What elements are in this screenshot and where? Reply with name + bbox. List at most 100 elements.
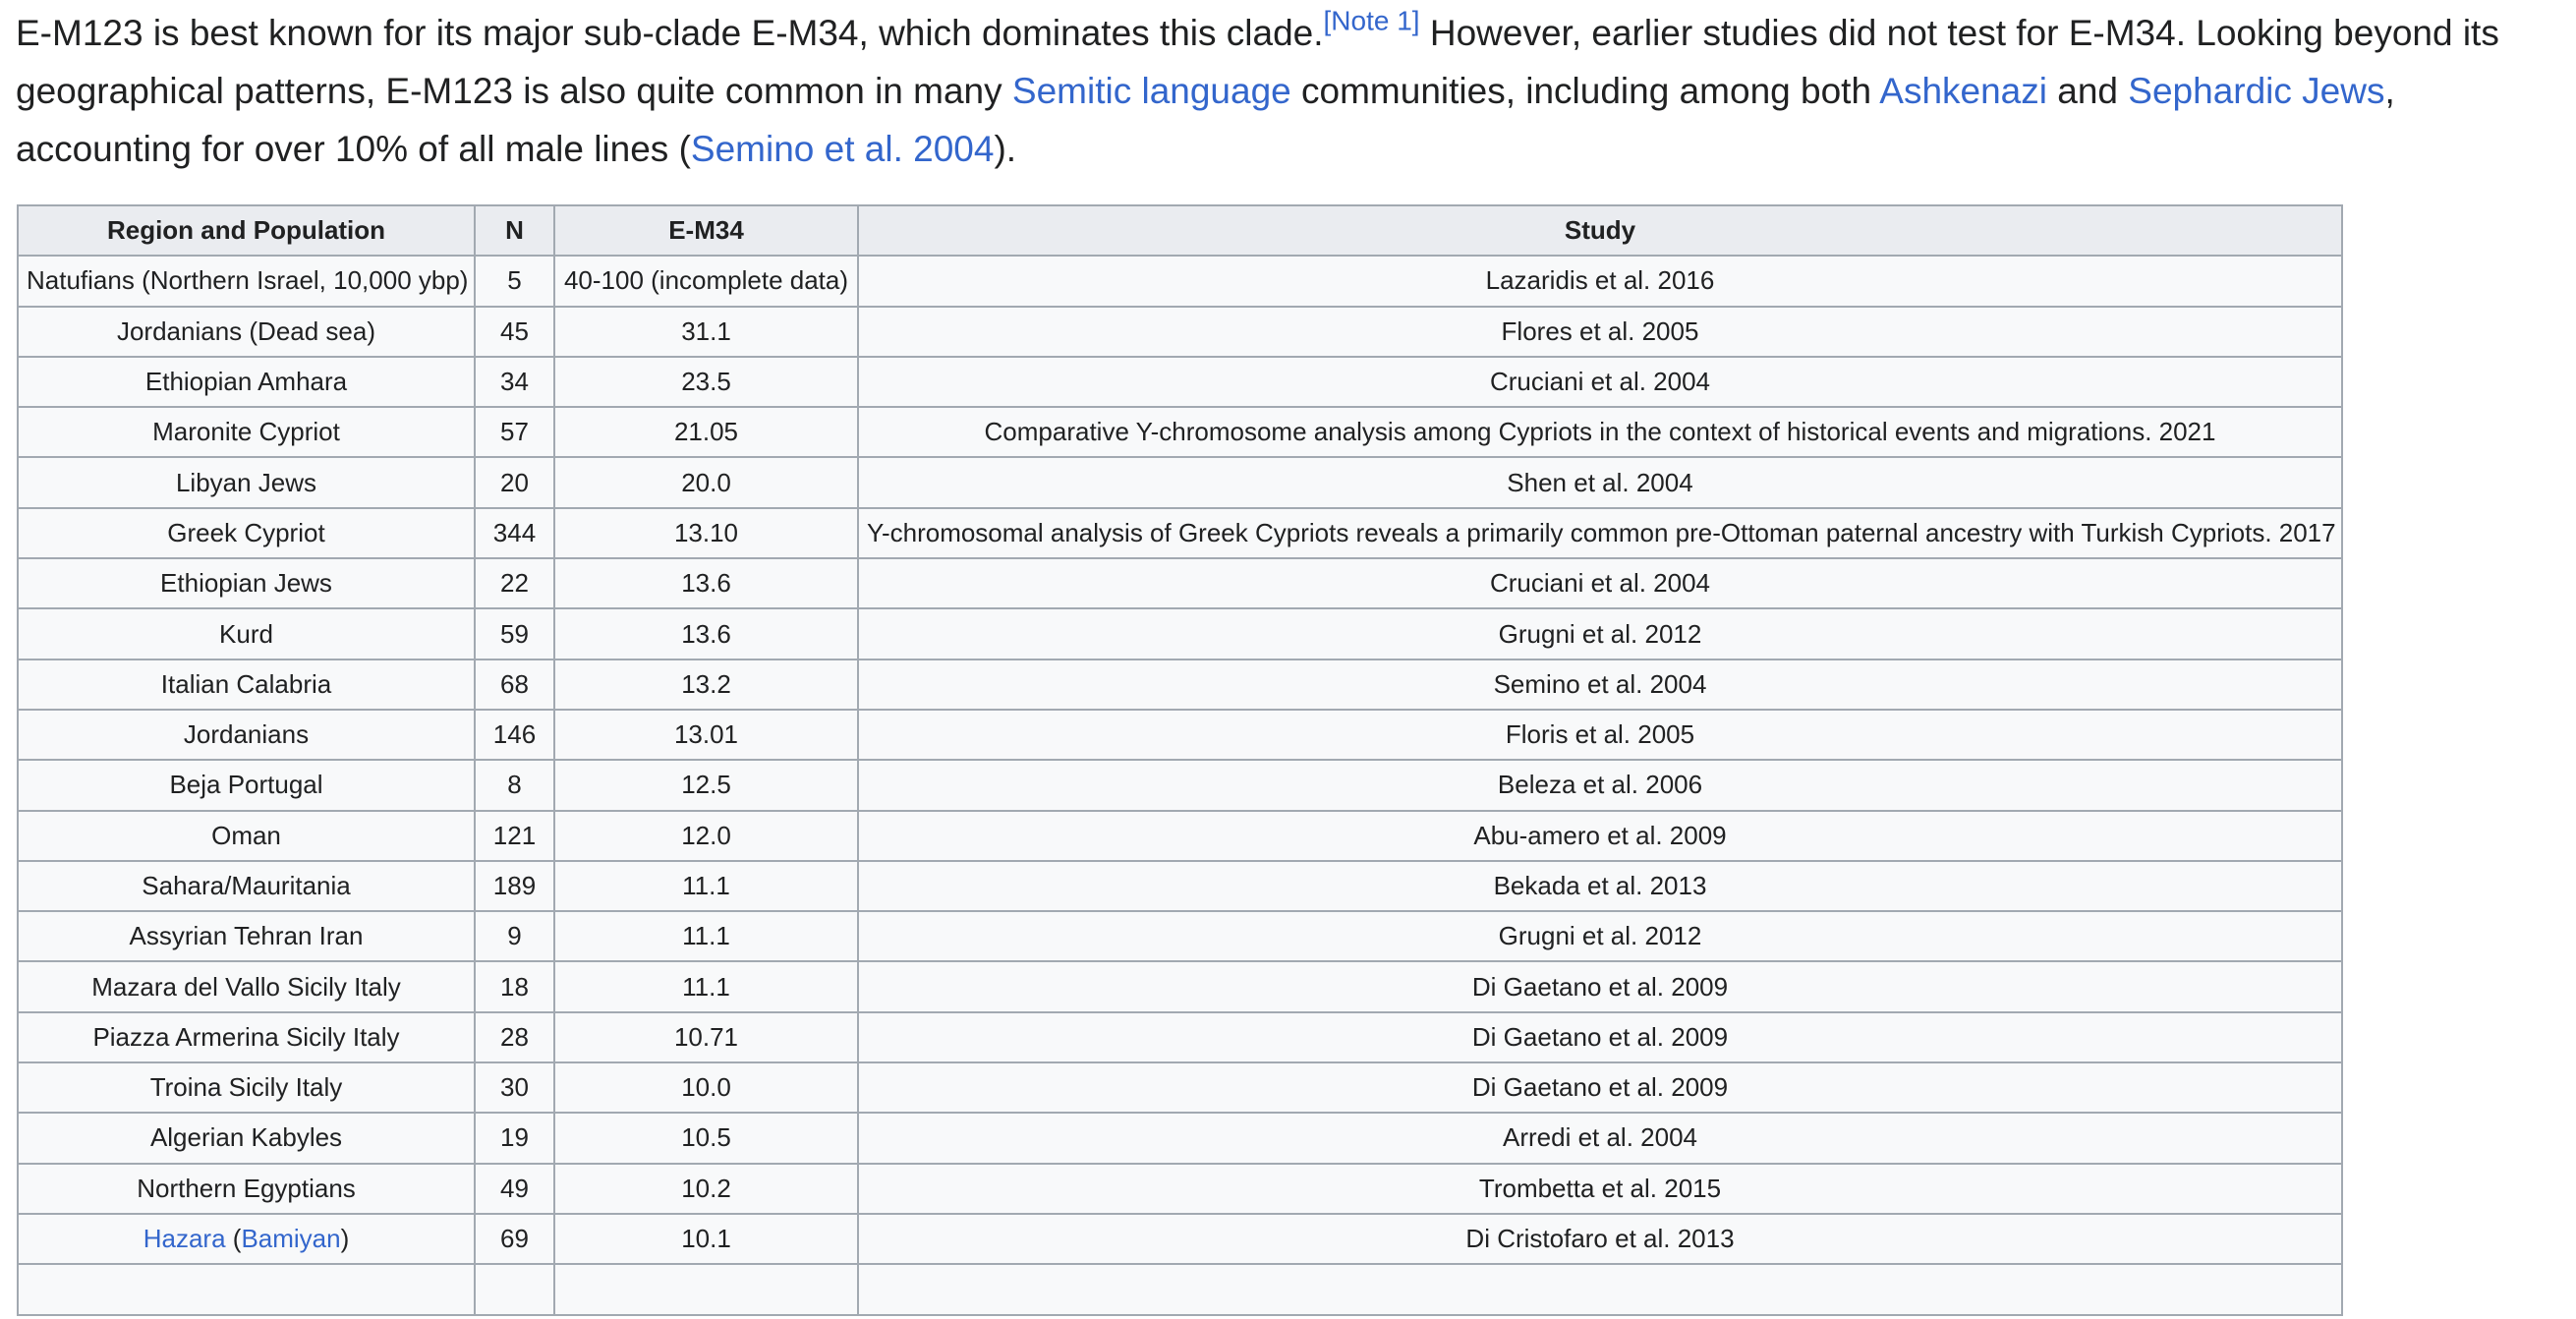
table-row: Sahara/Mauritania 189 11.1 Bekada et al. 20… bbox=[17, 859, 2343, 913]
cell-em34: 10.71 bbox=[553, 1010, 859, 1064]
cell-n: 8 bbox=[474, 759, 555, 812]
cell-study: Beleza et al. 2006 bbox=[857, 759, 2343, 812]
cell-n: 18 bbox=[474, 960, 555, 1013]
sephardic-jews-link[interactable]: Sephardic Jews bbox=[2128, 71, 2385, 111]
cell-em34: 11.1 bbox=[553, 859, 859, 913]
table-row: Kurd 59 13.6 Grugni et al. 2012 bbox=[17, 607, 2343, 660]
cell-study: Arredi et al. 2004 bbox=[857, 1112, 2343, 1165]
cell-em34: 12.0 bbox=[553, 809, 859, 862]
semitic-language-link[interactable]: Semitic language bbox=[1011, 71, 1291, 111]
table-header: Region and Population N E-M34 Study bbox=[17, 203, 2343, 258]
table-row: Mazara del Vallo Sicily Italy 18 11.1 Di Ga… bbox=[17, 960, 2343, 1013]
cell-region: Italian Calabria bbox=[17, 658, 476, 711]
cell-n: 45 bbox=[474, 305, 555, 358]
table-row: Ethiopian Amhara 34 23.5 Cruciani et al. 20… bbox=[17, 355, 2343, 409]
cell-study: Di Gaetano et al. 2009 bbox=[857, 1061, 2343, 1115]
ashkenazi-link[interactable]: Ashkenazi bbox=[1879, 71, 2047, 111]
cell-region: Jordanians (Dead sea) bbox=[17, 305, 476, 358]
cell-study: Grugni et al. 2012 bbox=[857, 607, 2343, 660]
cell-n: 34 bbox=[474, 355, 555, 409]
cell-region: Mazara del Vallo Sicily Italy bbox=[17, 960, 476, 1013]
intro-text-4: and bbox=[2046, 71, 2129, 111]
cell-n: 69 bbox=[474, 1212, 555, 1266]
table-row: Greek Cypriot 344 13.10 Y-chromosomal analy… bbox=[17, 506, 2343, 560]
cell-region bbox=[17, 1263, 476, 1316]
table-row: Libyan Jews 20 20.0 Shen et al. 2004 bbox=[17, 456, 2343, 509]
cell-em34: 13.6 bbox=[553, 607, 859, 660]
cell-study: Abu-amero et al. 2009 bbox=[857, 809, 2343, 862]
cell-study: Floris et al. 2005 bbox=[857, 708, 2343, 762]
cell-study: Di Gaetano et al. 2009 bbox=[857, 960, 2343, 1013]
cell-region: Jordanians bbox=[17, 708, 476, 762]
cell-em34: 13.2 bbox=[553, 658, 859, 711]
cell-em34: 12.5 bbox=[553, 759, 859, 812]
cell-study bbox=[857, 1263, 2343, 1316]
cell-study: Bekada et al. 2013 bbox=[857, 859, 2343, 913]
cell-n: 146 bbox=[474, 708, 555, 762]
note-1-link[interactable]: [Note 1] bbox=[1323, 5, 1420, 36]
table-row: Oman 121 12.0 Abu-amero et al. 2009 bbox=[17, 809, 2343, 862]
cell-n: 22 bbox=[474, 557, 555, 610]
note-1-reference: [Note 1] bbox=[1324, 6, 1420, 36]
cell-region: Assyrian Tehran Iran bbox=[17, 910, 476, 963]
cell-region: Ethiopian Amhara bbox=[17, 355, 476, 409]
cell-em34: 40-100 (incomplete data) bbox=[553, 255, 859, 308]
table-row: Maronite Cypriot 57 21.05 Comparative Y-chr… bbox=[17, 406, 2343, 459]
header-study: Study bbox=[857, 203, 2343, 258]
cell-region: Troina Sicily Italy bbox=[17, 1061, 476, 1115]
cell-em34: 23.5 bbox=[553, 355, 859, 409]
cell-n: 189 bbox=[474, 859, 555, 913]
close-paren: ) bbox=[340, 1224, 350, 1254]
cell-n: 57 bbox=[474, 406, 555, 459]
intro-text-2: However, earlier studies did not test fo… bbox=[16, 13, 2499, 111]
header-n: N bbox=[474, 203, 555, 258]
cell-study: Cruciani et al. 2004 bbox=[857, 355, 2343, 409]
cell-study: Cruciani et al. 2004 bbox=[857, 557, 2343, 610]
table-row: Algerian Kabyles 19 10.5 Arredi et al. 2004 bbox=[17, 1112, 2343, 1165]
e-m34-frequency-table: Region and Population N E-M34 Study Natu… bbox=[17, 203, 2343, 1316]
cell-region: Kurd bbox=[17, 607, 476, 660]
cell-n: 20 bbox=[474, 456, 555, 509]
cell-study: Semino et al. 2004 bbox=[857, 658, 2343, 711]
table-row-hazara: Hazara (Bamiyan) 69 10.1 Di Cristofaro e… bbox=[17, 1212, 2343, 1266]
table-row: Northern Egyptians 49 10.2 Trombetta et al.… bbox=[17, 1162, 2343, 1215]
intro-text-5: , accounting for over 10% of all male li… bbox=[16, 71, 2395, 169]
table-body: Natufians (Northern Israel, 10,000 ybp) 5… bbox=[17, 255, 2343, 1316]
cell-em34: 10.2 bbox=[553, 1162, 859, 1215]
cell-region: Hazara (Bamiyan) bbox=[17, 1212, 476, 1266]
cell-n: 59 bbox=[474, 607, 555, 660]
cell-region: Piazza Armerina Sicily Italy bbox=[17, 1010, 476, 1064]
table-row: Italian Calabria 68 13.2 Semino et al. 2004 bbox=[17, 658, 2343, 711]
table-row-partial bbox=[17, 1263, 2343, 1316]
cell-study: Di Cristofaro et al. 2013 bbox=[857, 1212, 2343, 1266]
cell-n: 344 bbox=[474, 506, 555, 560]
hazara-link[interactable]: Hazara bbox=[143, 1224, 226, 1254]
cell-region: Oman bbox=[17, 809, 476, 862]
cell-em34: 10.0 bbox=[553, 1061, 859, 1115]
cell-study: Di Gaetano et al. 2009 bbox=[857, 1010, 2343, 1064]
table-row: Natufians (Northern Israel, 10,000 ybp) 5… bbox=[17, 255, 2343, 308]
cell-em34: 21.05 bbox=[553, 406, 859, 459]
cell-n: 49 bbox=[474, 1162, 555, 1215]
cell-n: 28 bbox=[474, 1010, 555, 1064]
header-region: Region and Population bbox=[17, 203, 476, 258]
header-row: Region and Population N E-M34 Study bbox=[17, 203, 2343, 258]
table-row: Jordanians (Dead sea) 45 31.1 Flores et al.… bbox=[17, 305, 2343, 358]
cell-region: Northern Egyptians bbox=[17, 1162, 476, 1215]
bamiyan-link[interactable]: Bamiyan bbox=[241, 1224, 341, 1254]
cell-region: Libyan Jews bbox=[17, 456, 476, 509]
open-paren: ( bbox=[225, 1224, 242, 1254]
semino-2004-link[interactable]: Semino et al. 2004 bbox=[690, 129, 995, 169]
table-row: Beja Portugal 8 12.5 Beleza et al. 2006 bbox=[17, 759, 2343, 812]
table-row: Assyrian Tehran Iran 9 11.1 Grugni et al. 2… bbox=[17, 910, 2343, 963]
cell-em34: 13.01 bbox=[553, 708, 859, 762]
cell-region: Beja Portugal bbox=[17, 759, 476, 812]
cell-study: Y-chromosomal analysis of Greek Cypriots… bbox=[857, 506, 2343, 560]
cell-study: Grugni et al. 2012 bbox=[857, 910, 2343, 963]
cell-n bbox=[474, 1263, 555, 1316]
intro-paragraph: E-M123 is best known for its major sub-c… bbox=[16, 4, 2542, 178]
cell-study: Shen et al. 2004 bbox=[857, 456, 2343, 509]
cell-em34: 11.1 bbox=[553, 960, 859, 1013]
cell-em34: 10.5 bbox=[553, 1112, 859, 1165]
table-row: Piazza Armerina Sicily Italy 28 10.71 Di Ga… bbox=[17, 1010, 2343, 1064]
